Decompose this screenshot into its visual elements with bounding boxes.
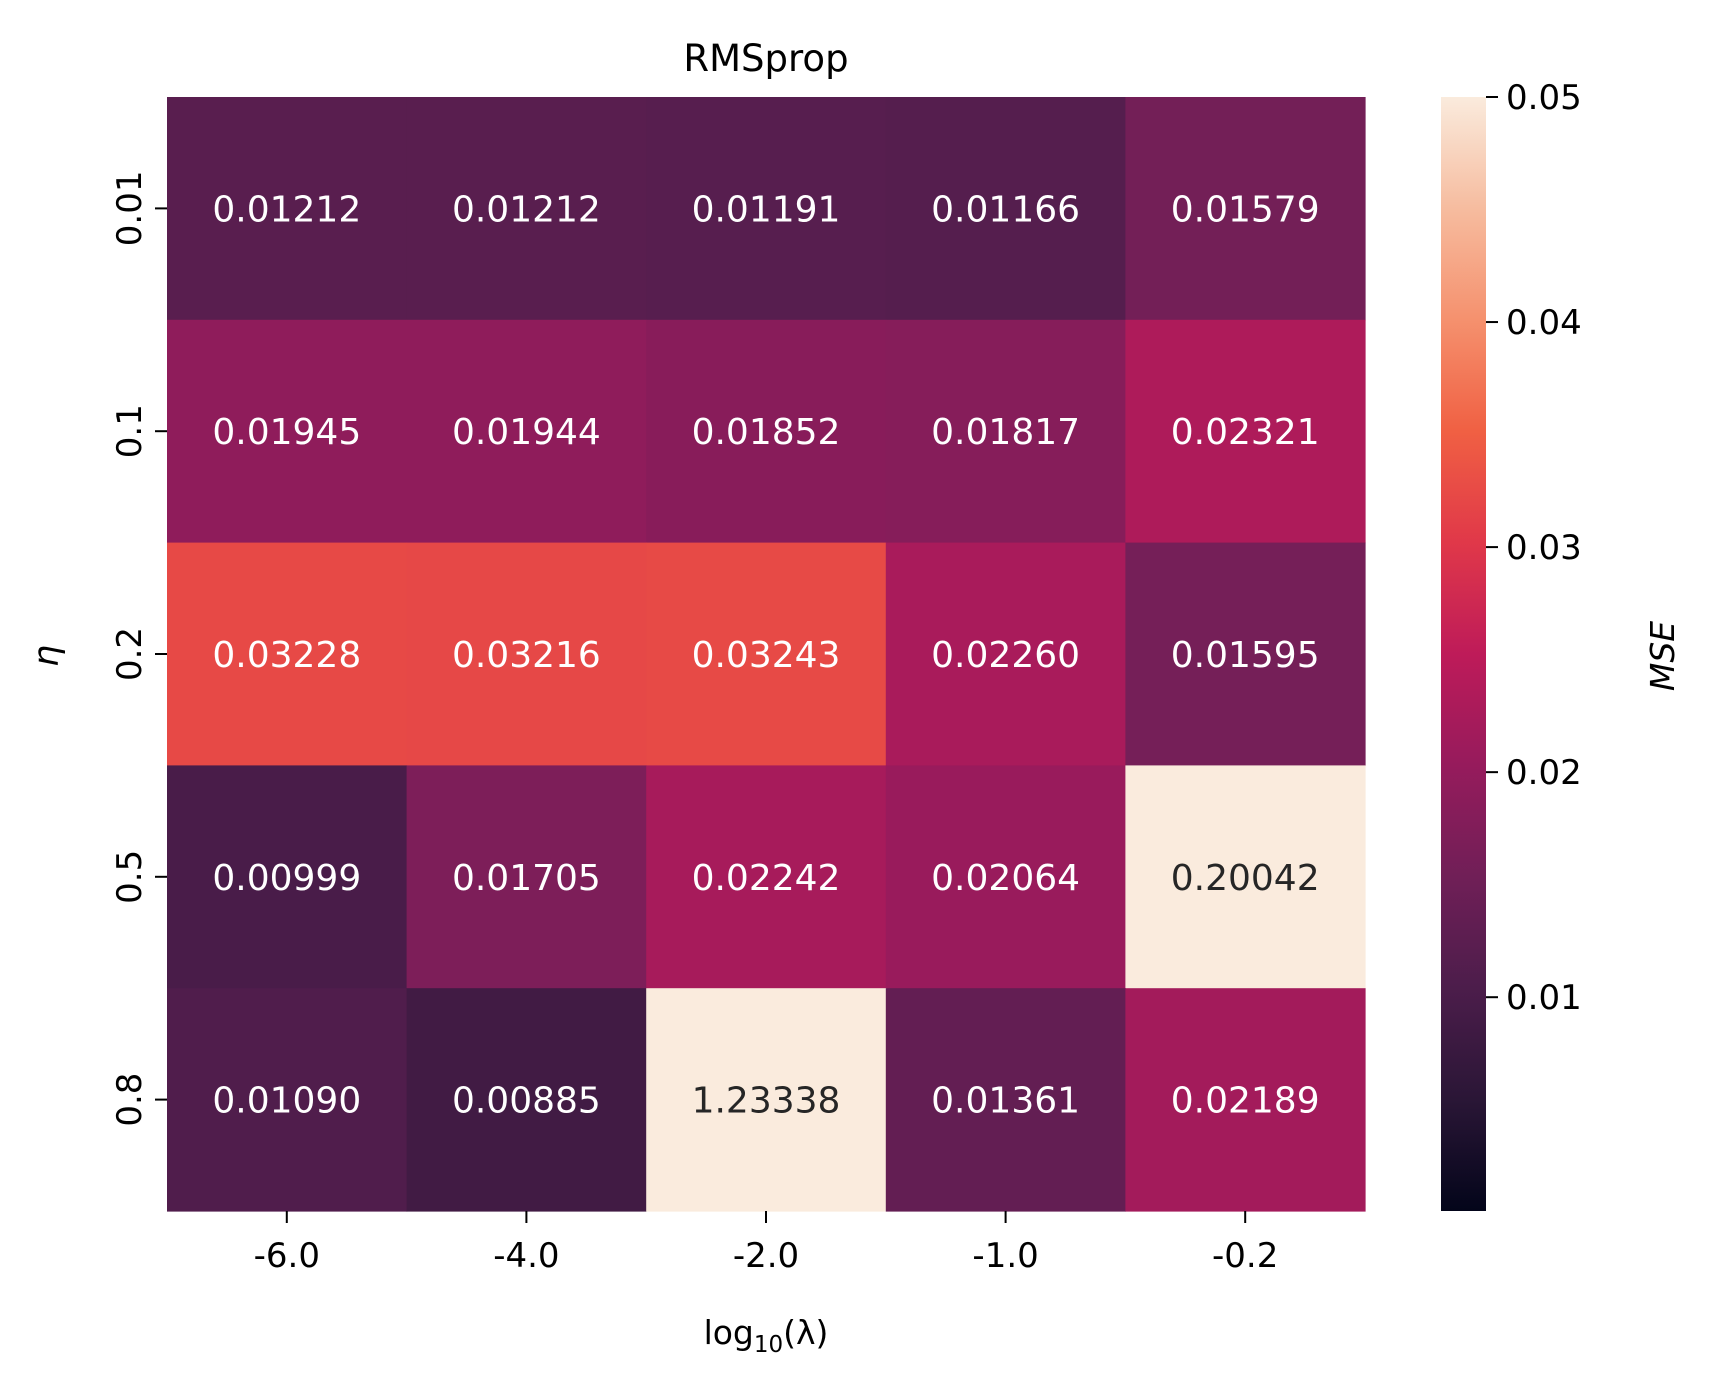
cell-value-r2-c0: 0.03228 [212,635,361,676]
cell-value-r3-c3: 0.02064 [931,858,1080,899]
y-tick-label-4: 0.8 [110,1073,150,1127]
heatmap-cell-r3-c0 [167,765,408,989]
heatmap-cell-r3-c3 [885,765,1126,989]
heatmap-cell-r0-c2 [646,97,887,321]
x-axis-label: log10(λ) [704,1313,829,1358]
heatmap-cell-r3-c2 [646,765,887,989]
cell-value-r3-c4: 0.20042 [1171,858,1320,899]
heatmap-cell-r2-c1 [406,542,647,766]
heatmap-cell-r2-c0 [167,542,408,766]
x-axis-label-subscript: 10 [754,1332,783,1358]
heatmap-cell-r1-c1 [406,319,647,544]
colorbar-gradient [1441,97,1486,1211]
heatmap-cell-r2-c4 [1125,542,1366,766]
heatmap-cell-r0-c1 [406,97,647,321]
cell-value-r1-c2: 0.01852 [692,412,841,453]
x-axis: -6.0 -4.0 -2.0 -1.0 -0.2 [254,1211,1278,1276]
heatmap-cell-r2-c2 [646,542,887,766]
cell-value-r4-c0: 0.01090 [212,1081,361,1122]
cell-value-r0-c4: 0.01579 [1171,189,1320,230]
cell-value-r1-c0: 0.01945 [212,412,361,453]
cell-value-r3-c0: 0.00999 [212,858,361,899]
y-tick-label-2: 0.2 [110,627,150,681]
heatmap-cell-r3-c4 [1125,765,1366,989]
colorbar-tick-label-2: 0.03 [1506,528,1582,568]
heatmap-cell-r0-c0 [167,97,408,321]
heatmap-cell-r1-c4 [1125,319,1366,544]
x-tick-label-0: -6.0 [254,1236,320,1276]
heatmap-cell-r1-c0 [167,319,408,544]
y-tick-label-3: 0.5 [110,850,150,904]
cell-value-r2-c3: 0.02260 [931,635,1080,676]
cell-value-r3-c1: 0.01705 [452,858,601,899]
cell-value-r1-c3: 0.01817 [931,412,1080,453]
cell-value-r4-c3: 0.01361 [931,1081,1080,1122]
x-axis-label-base: log [704,1313,754,1352]
cell-value-r0-c0: 0.01212 [212,189,361,230]
colorbar-ticks: 0.01 0.02 0.03 0.04 0.05 [1486,78,1582,1018]
x-tick-label-2: -2.0 [733,1236,799,1276]
colorbar-tick-label-0: 0.01 [1506,978,1582,1018]
heatmap-cell-r1-c2 [646,319,887,544]
heatmap-cell-r2-c3 [885,542,1126,766]
colorbar-tick-label-3: 0.04 [1506,303,1582,343]
heatmap-cell-r4-c4 [1125,988,1366,1212]
cell-value-r2-c4: 0.01595 [1171,635,1320,676]
cell-value-r2-c1: 0.03216 [452,635,601,676]
heatmap-cell-r1-c3 [885,319,1126,544]
chart-title: RMSprop [683,37,848,80]
heatmap-cells [167,97,1366,1212]
colorbar-tick-label-1: 0.02 [1506,753,1582,793]
x-tick-label-1: -4.0 [493,1236,559,1276]
cell-value-r3-c2: 0.02242 [692,858,841,899]
colorbar: 0.01 0.02 0.03 0.04 0.05 MSE [1441,78,1682,1211]
y-axis: 0.01 0.1 0.2 0.5 0.8 [110,171,167,1127]
cell-value-r1-c4: 0.02321 [1171,412,1320,453]
y-tick-label-0: 0.01 [110,171,150,247]
heatmap-cell-r4-c1 [406,988,647,1212]
cell-value-r0-c1: 0.01212 [452,189,601,230]
heatmap-cell-r0-c4 [1125,97,1366,321]
heatmap-cell-r4-c0 [167,988,408,1212]
x-tick-label-3: -1.0 [972,1236,1038,1276]
cell-value-r4-c2: 1.23338 [692,1081,841,1122]
x-tick-label-4: -0.2 [1212,1236,1278,1276]
colorbar-tick-label-4: 0.05 [1506,78,1582,118]
y-tick-label-1: 0.1 [110,404,150,458]
x-axis-label-argument: (λ) [783,1313,828,1352]
cell-value-r2-c2: 0.03243 [692,635,841,676]
heatmap-cell-r4-c2 [646,988,887,1212]
heatmap-cell-r0-c3 [885,97,1126,321]
cell-value-r4-c1: 0.00885 [452,1081,601,1122]
cell-value-r1-c1: 0.01944 [452,412,601,453]
cell-value-r4-c4: 0.02189 [1171,1081,1320,1122]
heatmap-cell-labels: 0.01212 0.01212 0.01191 0.01166 0.01579 0.019… [212,189,1319,1121]
y-axis-label: η [27,645,67,667]
colorbar-label: MSE [1643,621,1682,691]
cell-value-r0-c3: 0.01166 [931,189,1080,230]
heatmap-cell-r4-c3 [885,988,1126,1212]
cell-value-r0-c2: 0.01191 [692,189,841,230]
heatmap-cell-r3-c1 [406,765,647,989]
